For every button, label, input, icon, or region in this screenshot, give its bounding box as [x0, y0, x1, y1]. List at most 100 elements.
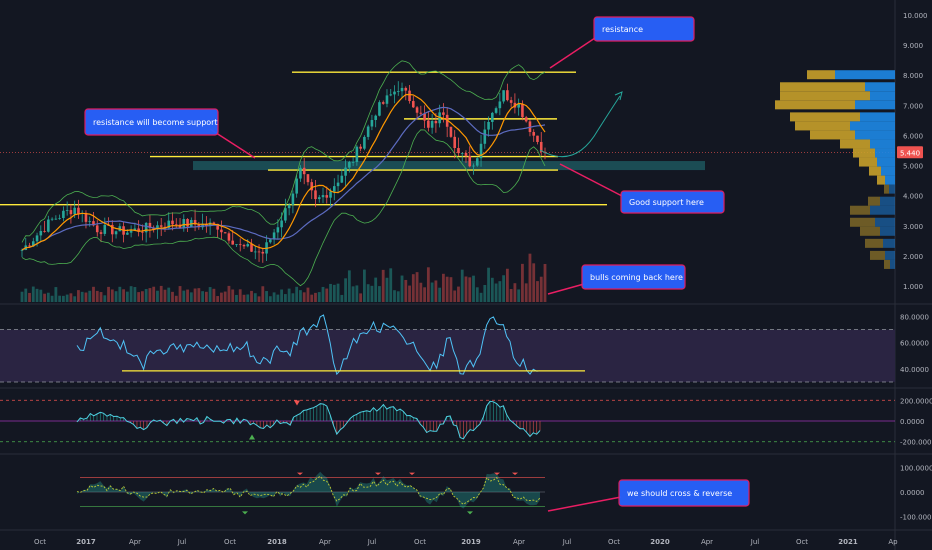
candle-body — [43, 230, 46, 232]
candle-body — [92, 221, 95, 226]
callout-box-resistance-support — [84, 108, 219, 136]
volume-bar — [171, 291, 174, 302]
volume-bar — [156, 290, 159, 302]
candle-body — [464, 153, 468, 156]
volume-bar — [325, 288, 329, 302]
candle-body — [77, 207, 80, 215]
callout-box-cross-reverse — [618, 479, 750, 507]
candle-body — [216, 223, 219, 230]
candle-body — [28, 245, 31, 247]
time-tick-label: Oct — [414, 538, 426, 546]
candle-body — [186, 219, 189, 227]
price-tick-label: 1.000 — [903, 283, 923, 291]
vp-bar-gold — [780, 91, 870, 101]
osc-tick-label: -100.0000 — [900, 513, 932, 521]
osc-tick-label: 100.0000 — [900, 465, 932, 473]
callouts: resistance resistance will become support… — [84, 16, 750, 512]
time-tick-label: Apr — [319, 538, 331, 546]
candle-body — [494, 108, 498, 113]
candle-body — [223, 232, 227, 234]
volume-bar — [355, 285, 359, 302]
volume-profile — [775, 70, 895, 269]
candle-body — [227, 233, 231, 241]
volume-bar — [344, 278, 347, 302]
vp-bar-gold — [807, 70, 835, 80]
candle-body — [389, 94, 393, 96]
candle-body — [201, 223, 204, 228]
volume-bar — [400, 275, 404, 302]
vp-bar-blue — [881, 166, 895, 176]
candle-body — [69, 210, 73, 215]
candle-body — [366, 126, 370, 137]
candle-body — [329, 191, 332, 198]
candle-body — [487, 121, 490, 130]
rsi-line — [76, 314, 541, 376]
candle-body — [355, 146, 359, 162]
volume-bar — [204, 291, 208, 302]
vp-bar-blue — [885, 175, 895, 185]
volume-bar — [498, 281, 502, 302]
vp-bar-blue — [877, 157, 895, 167]
candle-body — [133, 228, 137, 231]
vp-bar-blue — [855, 130, 895, 140]
volume-bar — [291, 293, 295, 302]
volume-bar — [543, 263, 547, 302]
candle-body — [295, 178, 298, 194]
price-tick-label: 8.000 — [903, 72, 923, 80]
candle-body — [39, 230, 43, 236]
volume-bar — [43, 293, 46, 302]
callout-text-good-support: Good support here — [629, 198, 704, 207]
rsi-tick-label: 40.0000 — [900, 366, 929, 374]
volume-bar — [329, 283, 332, 302]
candle-body — [434, 121, 438, 124]
candle-body — [524, 117, 528, 122]
rsi-tick-label: 80.0000 — [900, 314, 929, 322]
candle-body — [498, 101, 502, 109]
volume-bar — [310, 294, 314, 302]
volume-bar — [197, 288, 201, 302]
volume-bar — [442, 273, 445, 302]
candle-body — [253, 251, 257, 253]
volume-bar — [347, 270, 351, 302]
volume-bar — [193, 288, 197, 302]
volume-bar — [426, 267, 430, 302]
candle-body — [129, 230, 133, 233]
volume-bar — [227, 285, 231, 302]
vp-bar-gold — [850, 205, 870, 215]
volume-bar — [502, 275, 506, 302]
rsi-tick-label: 60.0000 — [900, 340, 929, 348]
cci-tick-label: 200.0000 — [900, 397, 932, 405]
candle-body — [242, 244, 246, 247]
volume-bar — [250, 290, 253, 302]
volume-bar — [129, 286, 133, 302]
candle-body — [144, 222, 148, 233]
candle-body — [156, 225, 159, 230]
volume-bar — [186, 289, 189, 302]
vp-bar-gold — [877, 175, 885, 185]
time-tick-label: 2018 — [267, 538, 287, 546]
volume-bar — [306, 287, 310, 302]
time-tick-label: Jul — [177, 538, 187, 546]
time-tick-label: 2017 — [76, 538, 96, 546]
candle-body — [261, 251, 265, 254]
volume-bar — [287, 288, 291, 302]
axes: 10.000 9.000 8.000 7.000 6.000 5.000 4.000 3.00… — [34, 12, 932, 546]
candle-body — [442, 112, 445, 115]
volume-bar — [321, 286, 325, 302]
vp-bar-blue — [890, 259, 895, 269]
callout-box-resistance — [593, 16, 695, 42]
volume-bar — [517, 289, 521, 302]
volume-bar — [366, 284, 370, 302]
buy-marker — [467, 511, 473, 515]
time-tick-label: Oct — [796, 538, 808, 546]
candle-body — [430, 121, 434, 128]
candle-body — [475, 158, 479, 166]
volume-bar — [351, 286, 355, 302]
levels — [0, 71, 895, 206]
candle-body — [374, 115, 377, 121]
candle-body — [491, 112, 494, 122]
volume-bar — [272, 292, 276, 302]
moving-average-slow — [21, 106, 546, 251]
volume-bar — [317, 292, 321, 302]
